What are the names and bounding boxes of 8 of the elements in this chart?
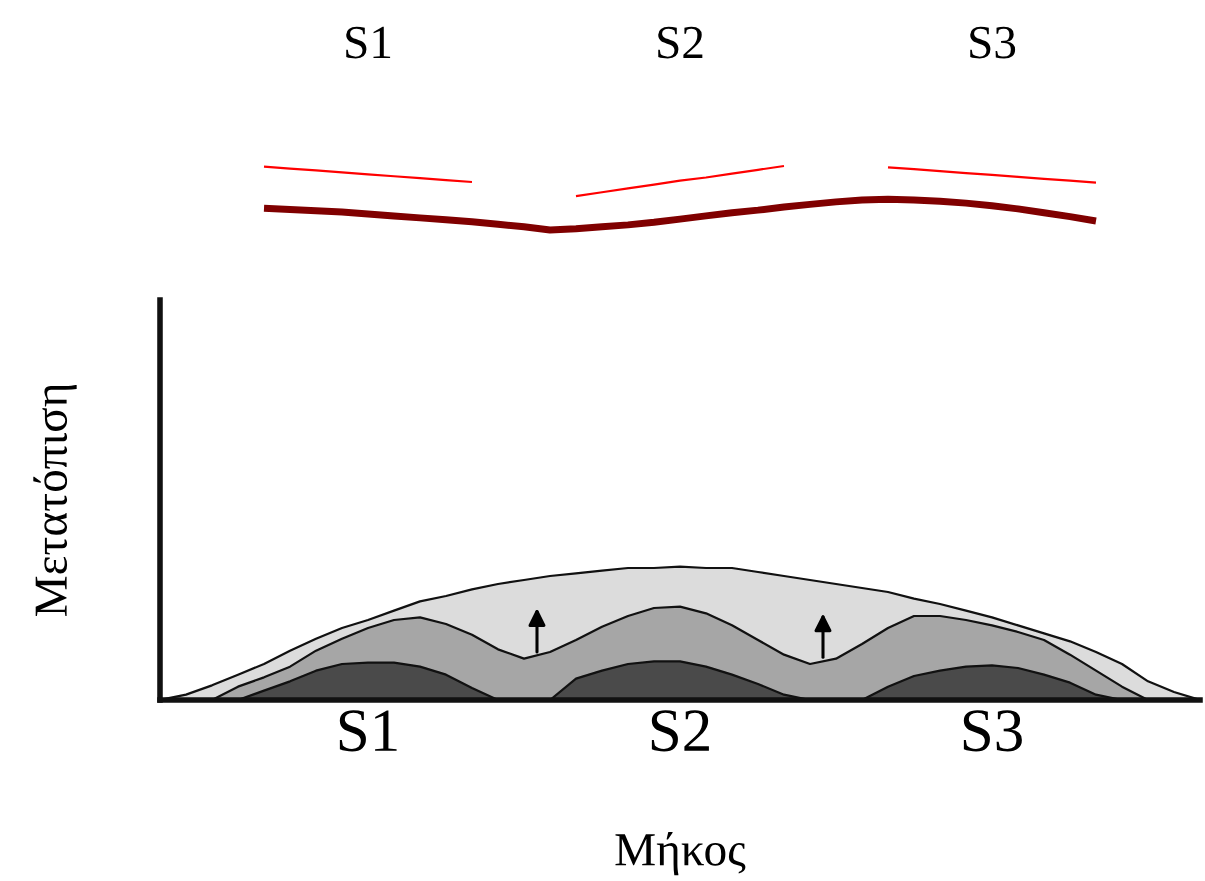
text: S1 [339, 710, 397, 752]
text: S3 [963, 710, 1022, 752]
x-axis-title: Μήκος [615, 831, 746, 876]
text: S2 [651, 710, 709, 752]
y-axis-title: Μετατόπιση [33, 385, 77, 617]
text: S3 [970, 26, 1016, 59]
text: S1 [346, 26, 391, 59]
text: S2 [658, 26, 703, 59]
